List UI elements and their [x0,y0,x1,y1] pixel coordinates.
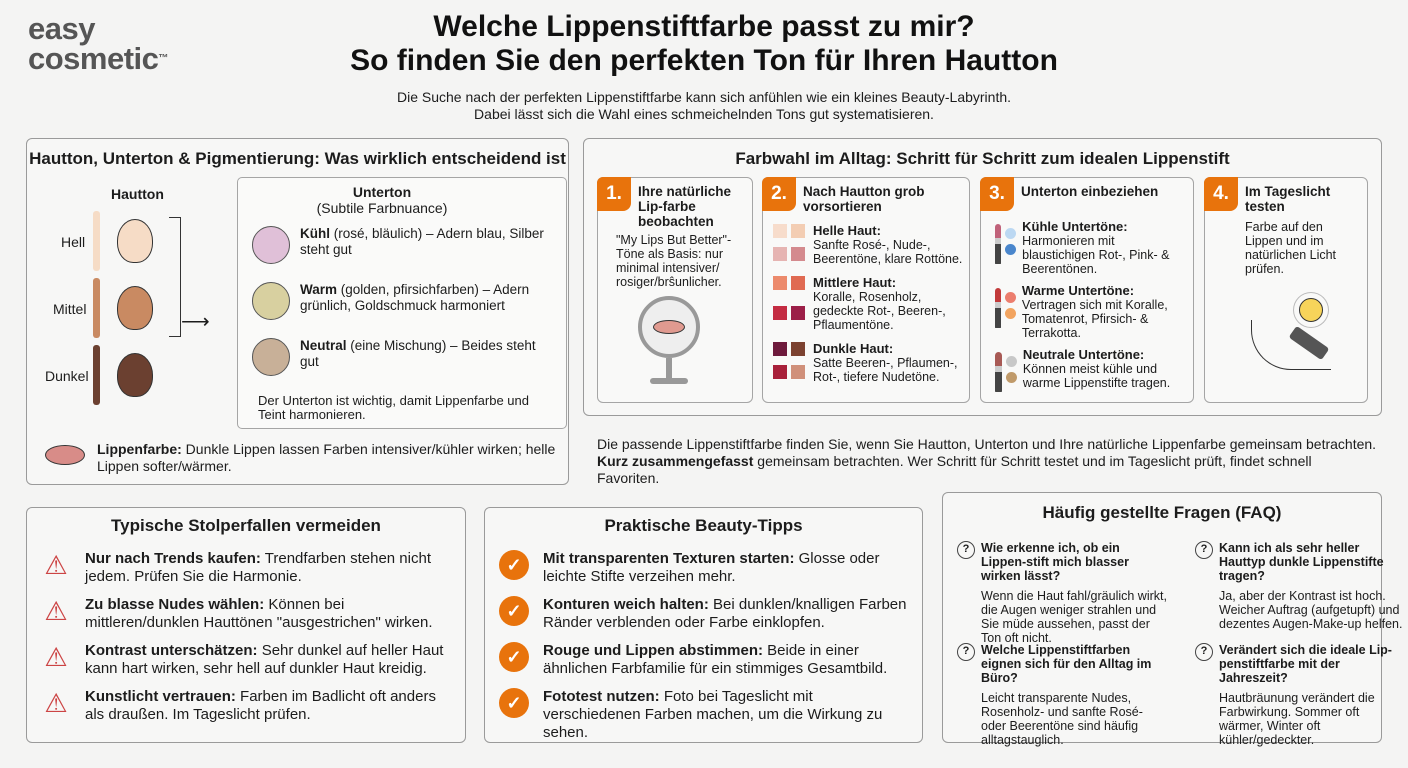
page-title: Welche Lippenstiftfarbe passt zu mir? So … [350,10,1058,77]
tip-item: ✓ Mit transparenten Texturen starten: Glo… [499,550,908,586]
tone-bar [93,278,100,338]
faq-item: ? Kann ich als sehr heller Hauttyp dunkle… [1195,541,1405,631]
vein-ring-icon [252,338,290,376]
summary: Die passende Lippenstiftfarbe finden Sie… [597,436,1377,486]
warning-icon: ⚠ [44,596,68,626]
color-group: Mittlere Haut: Koralle, Rosenholz, gedeck… [773,276,963,332]
step-2-card: 2. Nach Hautton grob vorsortieren Helle … [762,177,970,403]
color-group: Helle Haut: Sanfte Rosé-, Nude-, Beerentö… [773,224,963,266]
check-icon: ✓ [499,642,529,672]
color-group: Neutrale Untertöne: Können meist kühle un… [991,348,1187,392]
page-subtitle: Die Suche nach der perfekten Lippenstift… [396,89,1012,122]
warning-icon: ⚠ [44,688,68,718]
panel-title: Praktische Beauty-Tipps [604,516,803,535]
pitfalls-panel: Typische Stolperfallen vermeiden ⚠ Nur na… [26,507,466,743]
undertone-box: Unterton (Subtile Farbnuance) Kühl (rosé,… [237,177,567,429]
tone-label: Mittel [53,301,87,317]
sun-icon [1299,298,1323,322]
tip-item: ✓ Konturen weich halten: Bei dunklen/knal… [499,596,908,632]
panel-title: Farbwahl im Alltag: Schritt für Schritt … [735,149,1230,168]
tone-label: Hell [61,234,86,250]
faq-item: ? Wie erkenne ich, ob ein Lippen-stift mi… [957,541,1167,645]
pitfall-item: ⚠ Zu blasse Nudes wählen: Können bei mitt… [41,596,451,632]
lipstick-icon [995,352,1002,392]
pitfall-item: ⚠ Nur nach Trends kaufen: Trendfarben ste… [41,550,451,586]
swatch-grid [773,224,805,266]
faq-item: ? Welche Lippenstiftfarben eignen sich fü… [957,643,1167,747]
tip-item: ✓ Fototest nutzen: Foto bei Tageslicht mi… [499,688,908,742]
skin-tone-panel: Hautton, Unterton & Pigmentierung: Was w… [26,138,569,485]
question-icon: ? [1195,541,1213,559]
steps-panel: Farbwahl im Alltag: Schritt für Schritt … [583,138,1382,416]
panel-title: Typische Stolperfallen vermeiden [111,516,381,535]
vein-ring-icon [252,226,290,264]
swatch-grid [773,342,805,384]
pitfall-item: ⚠ Kunstlicht vertrauen: Farben im Badlich… [41,688,451,724]
mirror-icon [638,296,700,358]
undertone-item: Neutral (eine Mischung) – Beides steht g… [252,338,558,376]
question-icon: ? [1195,643,1213,661]
undertone-note: Der Unterton ist wichtig, damit Lippenfa… [258,393,529,422]
question-icon: ? [957,643,975,661]
lipstick-icon [995,288,1001,328]
tip-item: ✓ Rouge und Lippen abstimmen: Beide in ei… [499,642,908,678]
faq-panel: Häufig gestellte Fragen (FAQ) ? Wie erken… [942,492,1402,747]
step-1-card: 1. Ihre natürliche Lip-farbe beobachten … [597,177,753,403]
bracket [169,217,181,337]
panel-title: Hautton, Unterton & Pigmentierung: Was w… [29,149,566,168]
tips-panel: Praktische Beauty-Tipps ✓ Mit transparent… [484,507,923,743]
question-icon: ? [957,541,975,559]
color-group: Warme Untertöne: Vertragen sich mit Koral… [991,284,1187,340]
tone-label: Dunkel [45,368,89,384]
color-group: Kühle Untertöne: Harmonieren mit blaustic… [991,220,1187,276]
face-icon [117,353,153,397]
tone-bar [93,345,100,405]
face-icon [117,286,153,330]
vein-ring-icon [252,282,290,320]
pitfall-item: ⚠ Kontrast unterschätzen: Sehr dunkel auf… [41,642,451,678]
panel-title: Häufig gestellte Fragen (FAQ) [1042,503,1282,522]
check-icon: ✓ [499,550,529,580]
swatch-grid [773,276,805,332]
check-icon: ✓ [499,688,529,718]
face-icon [117,219,153,263]
lipstick-icon [995,224,1002,264]
lips-icon [45,445,85,465]
tone-bar [93,211,100,271]
step-3-card: 3. Unterton einbeziehen Kühle Untertöne:… [980,177,1194,403]
warning-icon: ⚠ [44,642,68,672]
lip-color-note: Lippenfarbe: Dunkle Lippen lassen Farben… [97,441,556,474]
undertone-item: Kühl (rosé, bläulich) – Adern blau, Silb… [252,226,558,264]
logo: easy cosmetic™ [28,11,168,76]
undertone-item: Warm (golden, pfirsichfarben) – Adern gr… [252,282,558,320]
warning-icon: ⚠ [44,550,68,580]
step-4-card: 4. Im Tageslicht testen Farbe auf den Li… [1204,177,1368,403]
arrow-icon: ⟶ [181,311,210,333]
faq-item: ? Verändert sich die ideale Lip-penstiftf… [1195,643,1405,747]
skin-tone-heading: Hautton [111,186,164,202]
color-group: Dunkle Haut: Satte Beeren-, Pflaumen-, Ro… [773,342,963,384]
check-icon: ✓ [499,596,529,626]
